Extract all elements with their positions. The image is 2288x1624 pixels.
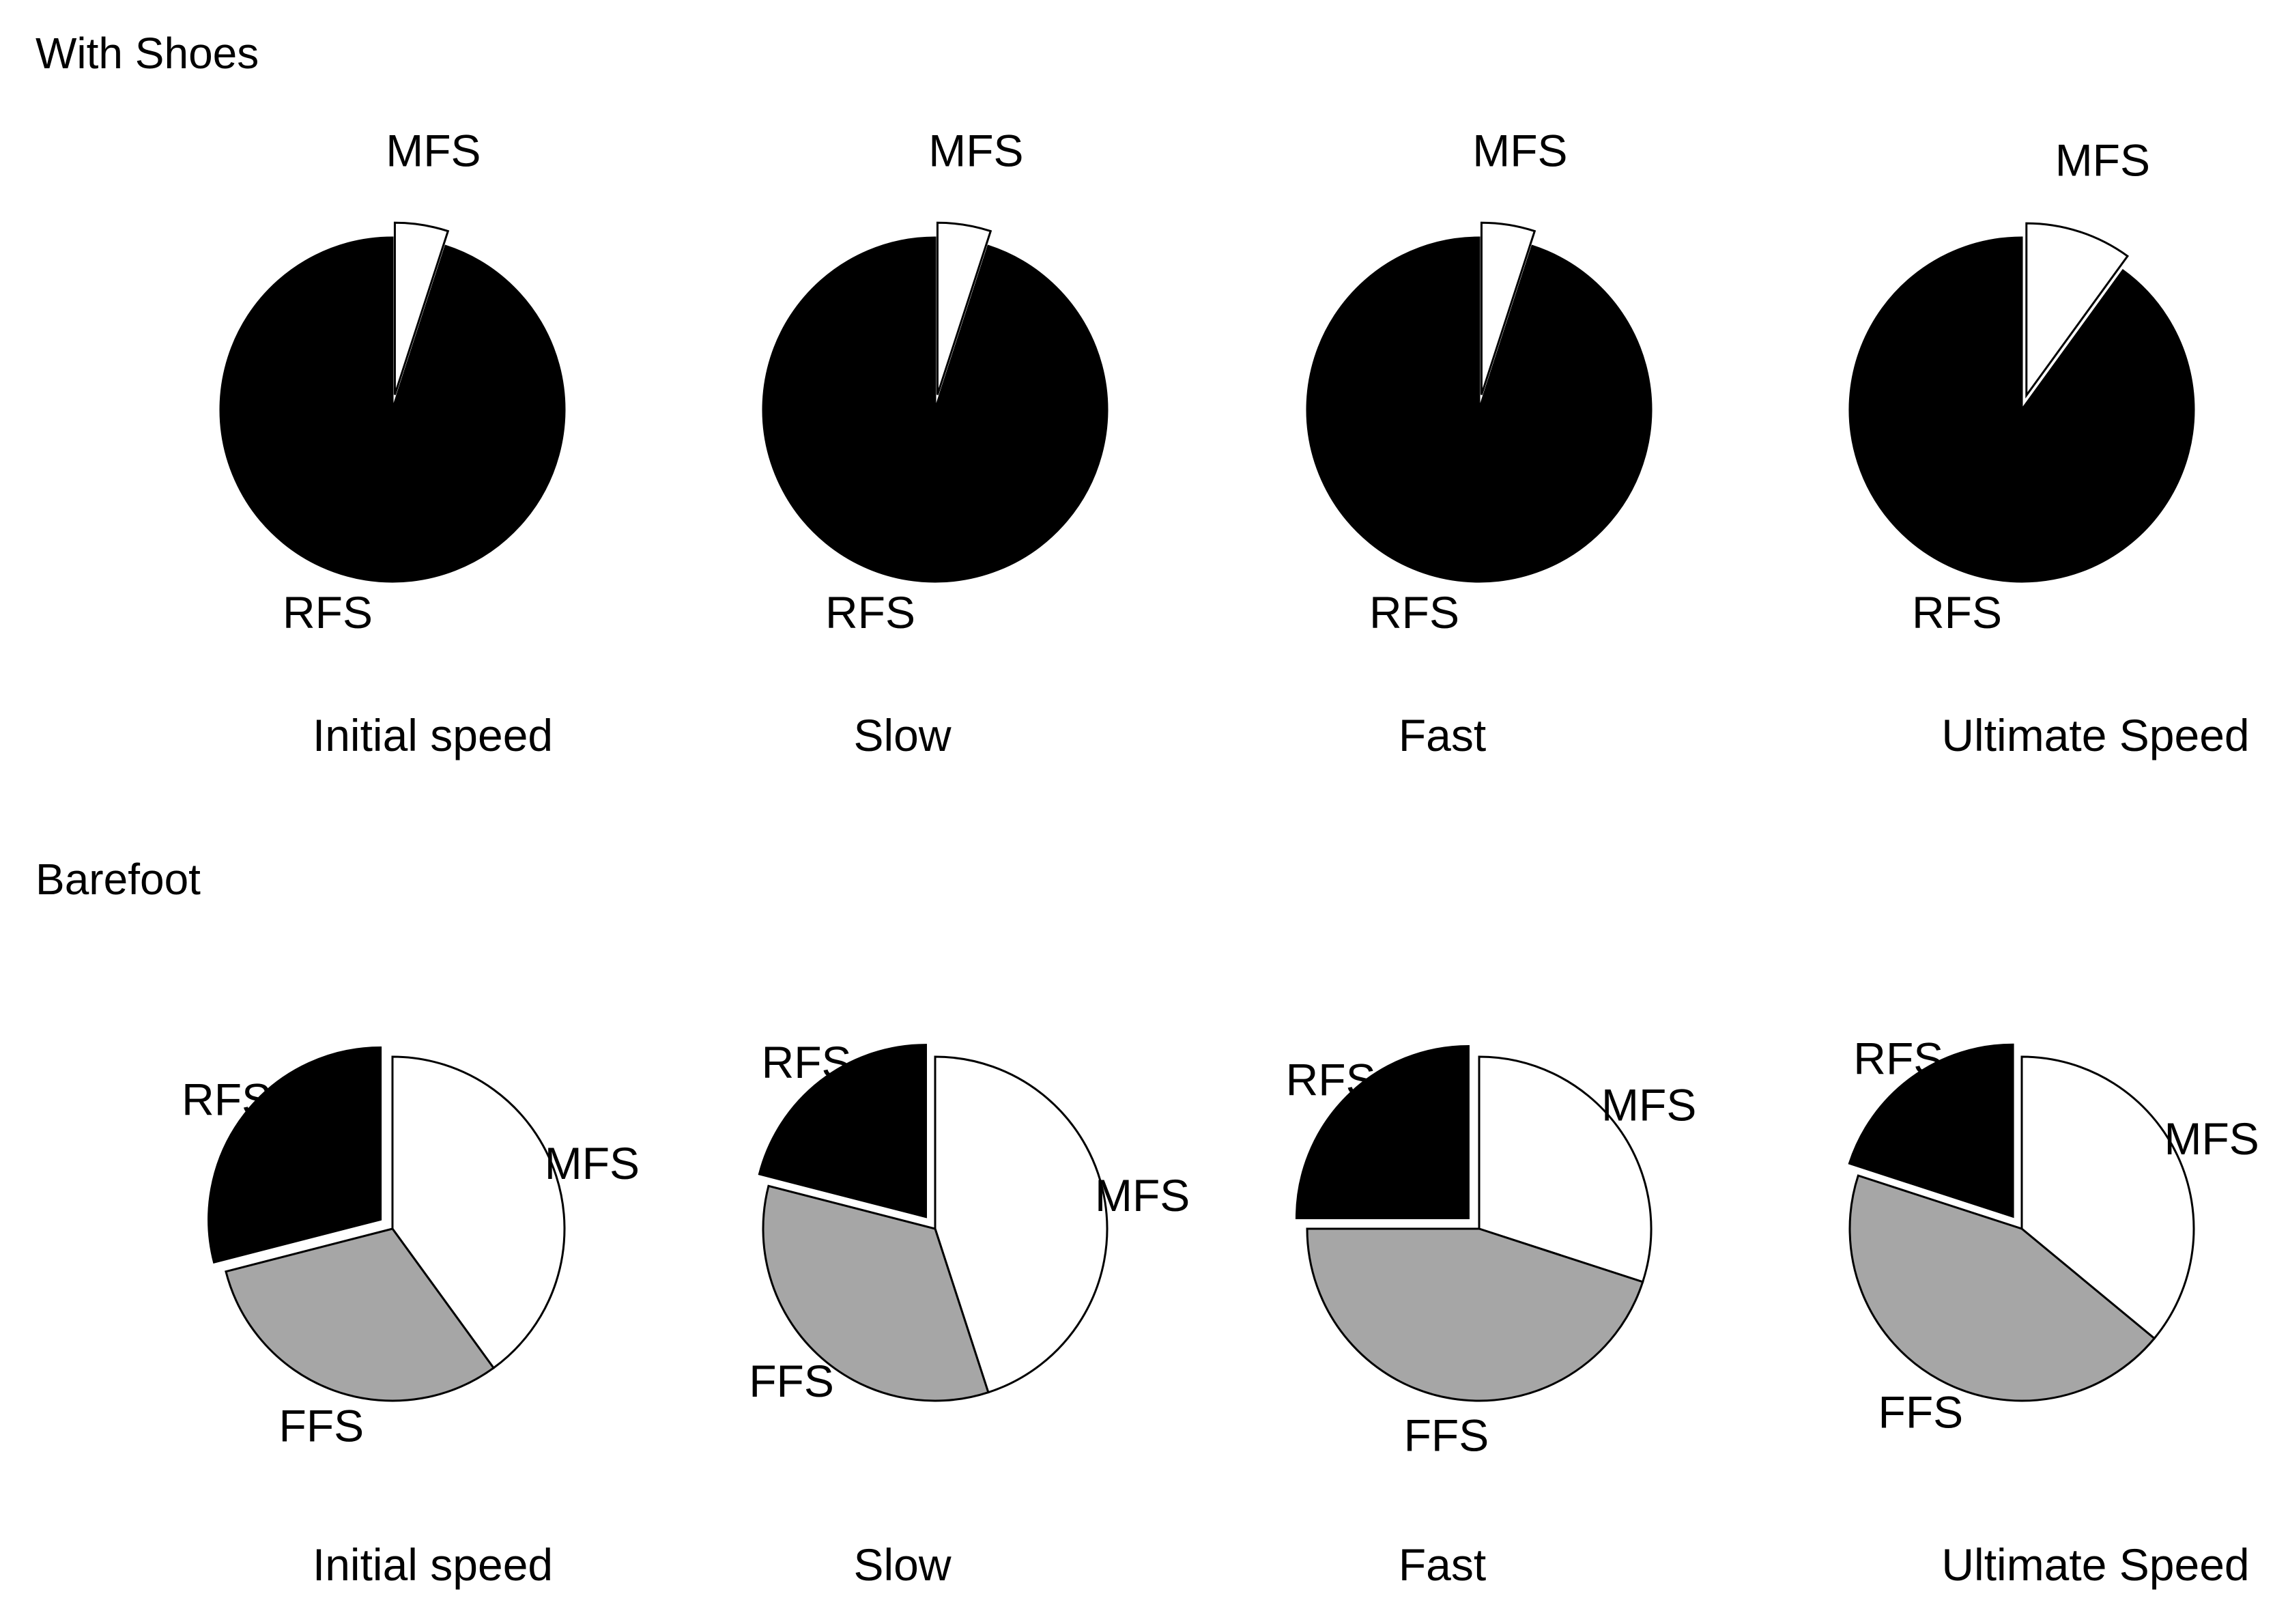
slice-rfs [1848, 236, 2195, 583]
slice-rfs [1848, 1043, 2014, 1219]
slice-ffs [762, 1184, 990, 1402]
slice-rfs [762, 236, 1109, 583]
slice-label-rfs: RFS [762, 1037, 852, 1087]
slice-label-rfs: RFS [1912, 587, 2002, 638]
slice-rfs [1295, 1044, 1470, 1219]
slice-label-rfs: RFS [1853, 1033, 1943, 1083]
slice-label-mfs: MFS [545, 1138, 640, 1188]
pie-caption: Slow [853, 1539, 951, 1590]
section-title-barefoot: Barefoot [35, 855, 201, 904]
pie-shoes-4: MFS RFS Ultimate Speed [1848, 135, 2250, 760]
slice-label-rfs: RFS [283, 587, 373, 638]
slice-mfs [393, 221, 450, 395]
slice-mfs [391, 1055, 566, 1369]
pie-shoes-2: MFS RFS Slow [762, 126, 1109, 760]
pie-caption: Initial speed [313, 1539, 553, 1590]
slice-mfs [934, 1055, 1109, 1394]
pie-caption: Fast [1399, 1539, 1486, 1590]
pie-barefoot-3: MFS FFS RFS Fast [1286, 1044, 1696, 1590]
slice-label-mfs: MFS [928, 126, 1023, 176]
pie-shoes-1: MFS RFS Initial speed [219, 126, 566, 760]
slice-label-rfs: RFS [182, 1074, 272, 1125]
slice-label-ffs: FFS [1404, 1410, 1489, 1461]
slice-label-rfs: RFS [1286, 1055, 1376, 1105]
slice-label-rfs: RFS [1369, 587, 1459, 638]
slice-mfs [936, 221, 992, 395]
slice-mfs [1480, 221, 1536, 395]
slice-mfs [2020, 1055, 2195, 1340]
pie-caption: Ultimate Speed [1941, 710, 2249, 760]
pie-caption: Fast [1399, 710, 1486, 760]
slice-label-mfs: MFS [386, 126, 481, 176]
slice-label-mfs: MFS [2164, 1113, 2259, 1164]
slice-rfs [758, 1044, 928, 1219]
slice-rfs [219, 236, 566, 583]
pie-caption: Initial speed [313, 710, 553, 760]
slice-label-mfs: MFS [1095, 1170, 1190, 1221]
pie-barefoot-1: MFS FFS RFS Initial speed [182, 1046, 640, 1590]
section-title-with-shoes: With Shoes [35, 29, 259, 78]
slice-rfs [208, 1046, 382, 1264]
slice-label-mfs: MFS [1472, 126, 1567, 176]
pie-barefoot-4: MFS FFS RFS Ultimate Speed [1848, 1033, 2259, 1590]
slice-label-mfs: MFS [2055, 135, 2150, 186]
slice-label-ffs: FFS [749, 1356, 834, 1406]
slice-label-mfs: MFS [1601, 1079, 1696, 1130]
slice-ffs [1848, 1174, 2156, 1402]
slice-mfs [2025, 222, 2130, 399]
slice-rfs [1306, 236, 1653, 583]
slice-ffs [225, 1227, 496, 1402]
slice-ffs [1306, 1227, 1644, 1402]
pie-barefoot-2: MFS FFS RFS Slow [749, 1037, 1190, 1590]
pie-caption: Ultimate Speed [1941, 1539, 2249, 1590]
slice-label-rfs: RFS [825, 587, 915, 638]
pie-caption: Slow [853, 710, 951, 760]
slice-label-ffs: FFS [279, 1400, 364, 1451]
slice-mfs [1478, 1055, 1653, 1283]
slice-label-ffs: FFS [1878, 1386, 1964, 1437]
pie-shoes-3: MFS RFS Fast [1306, 126, 1653, 760]
